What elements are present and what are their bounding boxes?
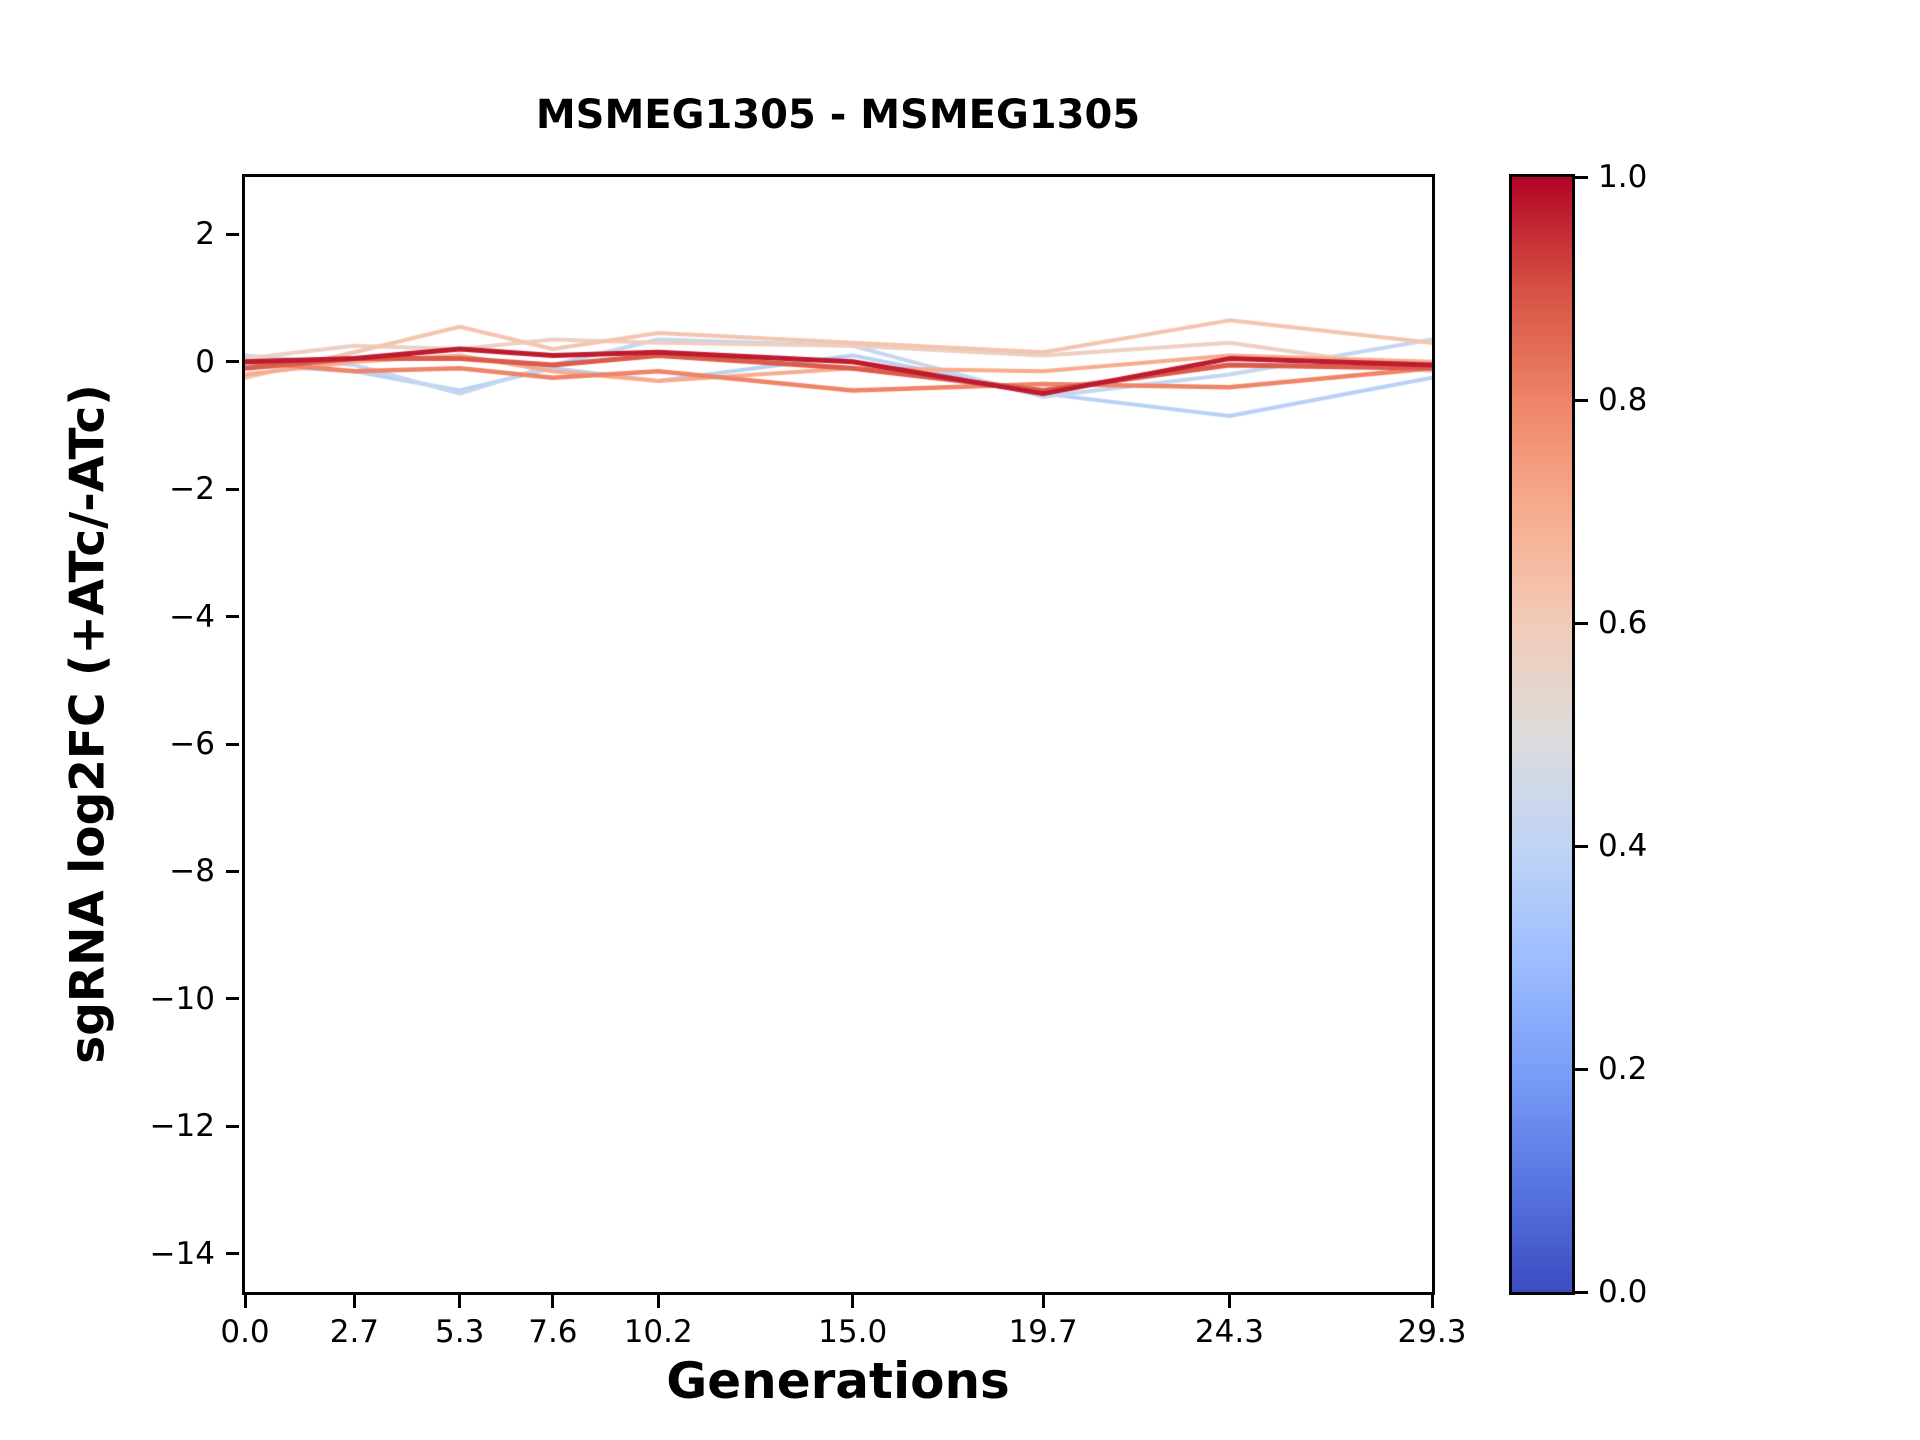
y-tick-label: −10 bbox=[149, 980, 215, 1017]
colorbar-tick-mark bbox=[1575, 621, 1588, 625]
x-tick-label: 5.3 bbox=[435, 1314, 485, 1350]
y-tick-mark bbox=[226, 232, 239, 236]
y-tick-mark bbox=[226, 1124, 239, 1128]
x-tick-mark bbox=[551, 1295, 555, 1308]
colorbar-tick-mark bbox=[1575, 844, 1588, 848]
x-tick-label: 0.0 bbox=[220, 1314, 270, 1350]
x-tick-label: 19.7 bbox=[1008, 1314, 1078, 1350]
y-tick-mark bbox=[226, 1252, 239, 1256]
y-tick-mark bbox=[226, 742, 239, 746]
x-tick-mark bbox=[458, 1295, 462, 1308]
x-tick-label: 10.2 bbox=[623, 1314, 693, 1350]
x-tick-label: 15.0 bbox=[818, 1314, 888, 1350]
y-tick-label: 0 bbox=[195, 343, 215, 380]
y-tick-label: −12 bbox=[149, 1108, 215, 1145]
y-tick-label: 2 bbox=[195, 216, 215, 253]
y-tick-label: −6 bbox=[169, 726, 215, 763]
x-tick-mark bbox=[1430, 1295, 1434, 1308]
y-tick-mark bbox=[226, 360, 239, 364]
colorbar-tick-label: 0.4 bbox=[1598, 828, 1648, 864]
y-tick-label: −4 bbox=[169, 598, 215, 635]
y-tick-mark bbox=[226, 997, 239, 1001]
plot-canvas bbox=[245, 177, 1432, 1292]
chart-title: MSMEG1305 - MSMEG1305 bbox=[535, 92, 1141, 138]
x-tick-mark bbox=[1227, 1295, 1231, 1308]
y-tick-mark bbox=[226, 615, 239, 619]
y-tick-mark bbox=[226, 869, 239, 873]
colorbar-tick-label: 0.2 bbox=[1598, 1051, 1648, 1087]
x-tick-mark bbox=[1041, 1295, 1045, 1308]
y-tick-label: −14 bbox=[149, 1235, 215, 1272]
y-tick-label: −2 bbox=[169, 471, 215, 508]
y-tick-mark bbox=[226, 487, 239, 491]
y-tick-label: −8 bbox=[169, 853, 215, 890]
x-tick-label: 2.7 bbox=[329, 1314, 380, 1350]
x-tick-mark bbox=[243, 1295, 247, 1308]
colorbar-tick-label: 1.0 bbox=[1598, 159, 1648, 195]
colorbar-tick-label: 0.0 bbox=[1598, 1274, 1648, 1310]
colorbar-tick-label: 0.6 bbox=[1598, 605, 1648, 641]
x-tick-label: 7.6 bbox=[528, 1314, 578, 1350]
colorbar-tick-label: 0.8 bbox=[1598, 382, 1648, 418]
colorbar-tick-mark bbox=[1575, 1290, 1588, 1294]
colorbar bbox=[1512, 177, 1572, 1292]
x-tick-mark bbox=[352, 1295, 356, 1308]
x-tick-mark bbox=[656, 1295, 660, 1308]
x-tick-label: 29.3 bbox=[1397, 1314, 1467, 1350]
colorbar-tick-mark bbox=[1575, 398, 1588, 402]
x-tick-label: 24.3 bbox=[1194, 1314, 1264, 1350]
colorbar-tick-mark bbox=[1575, 1067, 1588, 1071]
x-axis-label: Generations bbox=[666, 1352, 1010, 1410]
colorbar-tick-mark bbox=[1575, 175, 1588, 179]
x-tick-mark bbox=[851, 1295, 855, 1308]
